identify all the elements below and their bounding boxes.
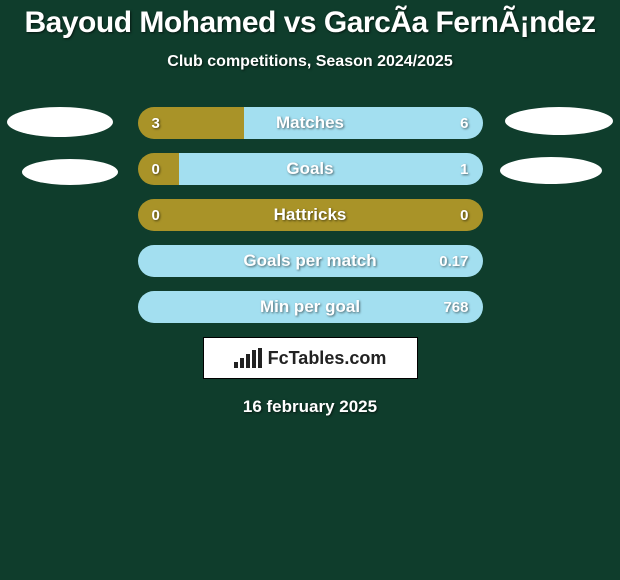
stat-bar-right-value: 0 (460, 199, 468, 231)
stat-bar: Goals per match0.17 (138, 245, 483, 277)
stat-bar-label: Matches (138, 107, 483, 139)
stat-bar-right-value: 6 (460, 107, 468, 139)
stat-bar: Hattricks0 0 (138, 199, 483, 231)
stat-bar: Min per goal768 (138, 291, 483, 323)
barchart-icon-bar (246, 354, 250, 368)
player-right-ellipse-1 (505, 107, 613, 135)
stat-bar-left-value: 3 (152, 107, 160, 139)
barchart-icon-bar (240, 358, 244, 368)
barchart-icon-bar (258, 348, 262, 368)
subtitle: Club competitions, Season 2024/2025 (0, 53, 620, 71)
stat-bar-left-value: 0 (152, 153, 160, 185)
page-title: Bayoud Mohamed vs GarcÃ­a FernÃ¡ndez (0, 0, 620, 39)
stat-bar: Goals0 1 (138, 153, 483, 185)
stat-bar-label: Goals (138, 153, 483, 185)
barchart-icon-bar (234, 362, 238, 368)
stat-bar-label: Goals per match (138, 245, 483, 277)
stat-bar-right-value: 1 (460, 153, 468, 185)
date-line: 16 february 2025 (0, 397, 620, 417)
stat-bar: Matches3 6 (138, 107, 483, 139)
player-left-ellipse-1 (7, 107, 113, 137)
stats-area: Matches36Goals01Hattricks00Goals per mat… (0, 107, 620, 417)
barchart-icon-bar (252, 350, 256, 368)
player-right-ellipse-2 (500, 157, 602, 184)
stat-bar-label: Min per goal (138, 291, 483, 323)
bars-container: Matches36Goals01Hattricks00Goals per mat… (0, 107, 620, 323)
stat-bar-right-value: 0.17 (439, 245, 468, 277)
stat-bar-left-value: 0 (152, 199, 160, 231)
logo-box: FcTables.com (203, 337, 418, 379)
logo-text: FcTables.com (268, 348, 387, 369)
comparison-infographic: Bayoud Mohamed vs GarcÃ­a FernÃ¡ndez Clu… (0, 0, 620, 580)
stat-bar-label: Hattricks (138, 199, 483, 231)
player-left-ellipse-2 (22, 159, 118, 185)
stat-bar-right-value: 768 (443, 291, 468, 323)
barchart-icon (234, 348, 262, 368)
